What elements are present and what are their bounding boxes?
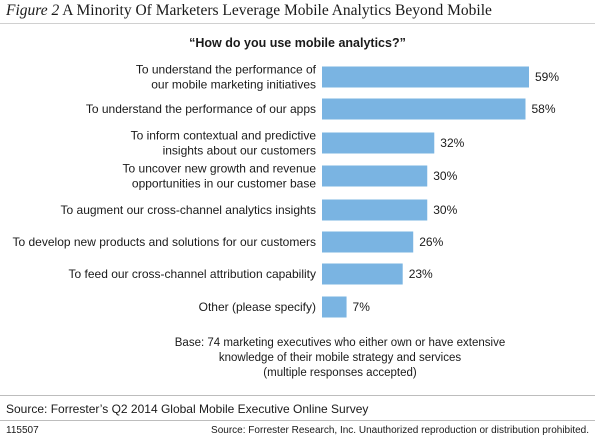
category-label: insights about our customers	[163, 144, 316, 158]
bar	[322, 231, 414, 253]
value-label: 59%	[535, 70, 559, 84]
category-label: Other (please specify)	[199, 300, 316, 314]
category-label: To inform contextual and predictive	[131, 129, 317, 143]
document-id: 115507	[6, 425, 39, 436]
base-note-line: Base: 74 marketing executives who either…	[174, 337, 506, 349]
category-label: our mobile marketing initiatives	[151, 78, 316, 92]
figure-number: Figure 2	[6, 2, 60, 19]
category-label: To develop new products and solutions fo…	[13, 235, 317, 249]
category-label: To uncover new growth and revenue	[123, 162, 317, 176]
value-label: 26%	[419, 235, 443, 249]
value-label: 58%	[531, 102, 555, 116]
bar	[322, 66, 529, 88]
base-note-line: knowledge of their mobile strategy and s…	[218, 352, 462, 364]
bar	[322, 296, 347, 318]
source-divider	[0, 395, 595, 396]
bar	[322, 165, 428, 187]
copyright-notice: Source: Forrester Research, Inc. Unautho…	[211, 425, 589, 436]
value-label: 30%	[433, 169, 457, 183]
value-label: 7%	[353, 300, 371, 314]
base-note-line: (multiple responses accepted)	[263, 367, 417, 379]
bar	[322, 263, 403, 285]
value-label: 32%	[440, 136, 464, 150]
category-label: To understand the performance of our app…	[86, 102, 316, 116]
source-line: Source: Forrester’s Q2 2014 Global Mobil…	[6, 402, 369, 416]
bar	[322, 98, 526, 120]
base-note: Base: 74 marketing executives who either…	[140, 336, 540, 381]
value-label: 30%	[433, 203, 457, 217]
bar	[322, 132, 435, 154]
footer-divider	[0, 420, 595, 421]
chart-question: “How do you use mobile analytics?”	[189, 36, 406, 50]
category-label: To augment our cross-channel analytics i…	[61, 203, 316, 217]
bar	[322, 199, 428, 221]
figure-title-text: A Minority Of Marketers Leverage Mobile …	[62, 2, 492, 19]
category-label: opportunities in our customer base	[132, 177, 316, 191]
value-label: 23%	[409, 267, 433, 281]
category-label: To feed our cross-channel attribution ca…	[69, 267, 316, 281]
top-divider	[0, 23, 595, 24]
figure-title: Figure 2 A Minority Of Marketers Leverag…	[6, 2, 492, 20]
category-label: To understand the performance of	[136, 63, 317, 77]
